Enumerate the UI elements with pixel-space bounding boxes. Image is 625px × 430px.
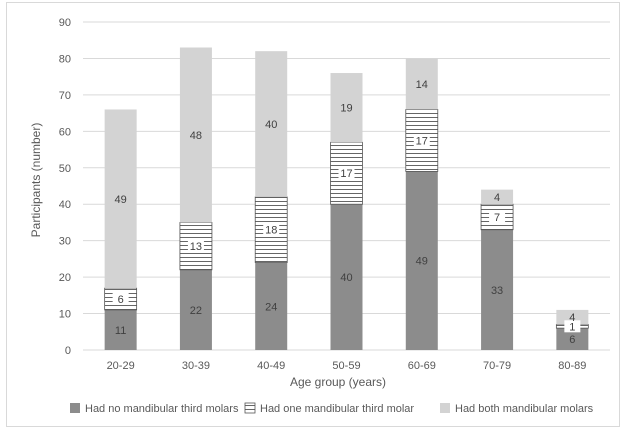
- data-label-background: [489, 210, 506, 223]
- data-label: 1: [569, 321, 575, 333]
- y-tick-label: 70: [59, 90, 71, 102]
- y-tick-label: 90: [59, 17, 71, 29]
- bar-segment: [330, 204, 363, 350]
- y-tick-label: 30: [59, 236, 71, 248]
- x-tick-label: 20-29: [107, 360, 135, 372]
- data-label: 49: [115, 194, 127, 206]
- data-label: 17: [416, 135, 428, 147]
- legend: Had no mandibular third molars Had one ma…: [70, 402, 594, 415]
- x-axis-title: Age group (years): [290, 375, 386, 389]
- data-label: 14: [416, 79, 428, 91]
- chart-frame: [6, 2, 620, 427]
- legend-label: Had no mandibular third molars: [85, 403, 239, 415]
- bar-segment: [330, 73, 363, 143]
- bar-segment: [481, 229, 514, 350]
- y-tick-label: 60: [59, 126, 71, 138]
- bar-segment: [179, 269, 212, 350]
- data-label: 7: [494, 212, 500, 224]
- data-label: 33: [491, 285, 503, 297]
- x-tick-labels: 20-29 30-39 40-49 50-59 60-69 70-79 80-89: [107, 360, 587, 372]
- y-tick-label: 80: [59, 53, 71, 65]
- data-label-background: [338, 167, 355, 180]
- x-tick-label: 60-69: [408, 360, 436, 372]
- data-label: 40: [340, 272, 352, 284]
- bar-segment: [255, 262, 288, 350]
- data-label: 17: [340, 168, 352, 180]
- bar-segment: [405, 58, 438, 110]
- bar-segment: [104, 309, 137, 350]
- y-tick-label: 10: [59, 309, 71, 321]
- bar-segment: [405, 171, 438, 350]
- x-tick-label: 50-59: [332, 360, 360, 372]
- legend-label: Had both mandibular molars: [455, 403, 594, 415]
- legend-swatch: [244, 402, 256, 414]
- bar-segment: [556, 328, 589, 350]
- legend-swatch: [70, 403, 80, 413]
- bar-segment: [179, 47, 212, 223]
- data-label: 40: [265, 119, 277, 131]
- legend-label: Had one mandibular third molar: [260, 403, 414, 415]
- bar-segment: [481, 189, 514, 205]
- y-tick-label: 50: [59, 163, 71, 175]
- y-tick-label: 0: [65, 345, 71, 357]
- y-tick-label: 40: [59, 199, 71, 211]
- bar-segment: [255, 51, 288, 197]
- x-tick-label: 40-49: [257, 360, 285, 372]
- bars: [104, 47, 589, 350]
- y-axis-title: Participants (number): [29, 123, 43, 238]
- data-label-background: [564, 320, 581, 333]
- data-label: 24: [265, 301, 277, 313]
- data-label: 11: [115, 325, 126, 337]
- data-label-background: [112, 292, 129, 305]
- data-label: 22: [190, 305, 202, 317]
- data-label-background: [413, 134, 430, 147]
- data-label: 6: [569, 334, 575, 346]
- x-tick-label: 30-39: [182, 360, 210, 372]
- data-label: 18: [265, 225, 277, 237]
- data-label: 48: [190, 130, 202, 142]
- data-label: 19: [340, 103, 352, 115]
- data-label-background: [263, 223, 280, 236]
- gridlines: [83, 21, 610, 351]
- y-tick-label: 20: [59, 272, 71, 284]
- bar-segment: [104, 109, 137, 289]
- legend-swatch: [440, 403, 450, 413]
- data-label-background: [187, 240, 204, 253]
- data-label: 13: [190, 241, 202, 253]
- data-label: 4: [569, 312, 575, 324]
- y-tick-labels: 0 10 20 30 40 50 60 70 80 90: [59, 17, 71, 357]
- data-label: 6: [118, 294, 124, 306]
- x-tick-label: 70-79: [483, 360, 511, 372]
- x-tick-label: 80-89: [558, 360, 586, 372]
- data-label: 4: [494, 192, 500, 204]
- data-label: 49: [416, 256, 428, 268]
